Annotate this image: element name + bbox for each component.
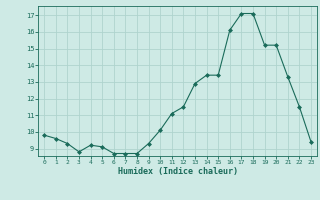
X-axis label: Humidex (Indice chaleur): Humidex (Indice chaleur) — [118, 167, 238, 176]
